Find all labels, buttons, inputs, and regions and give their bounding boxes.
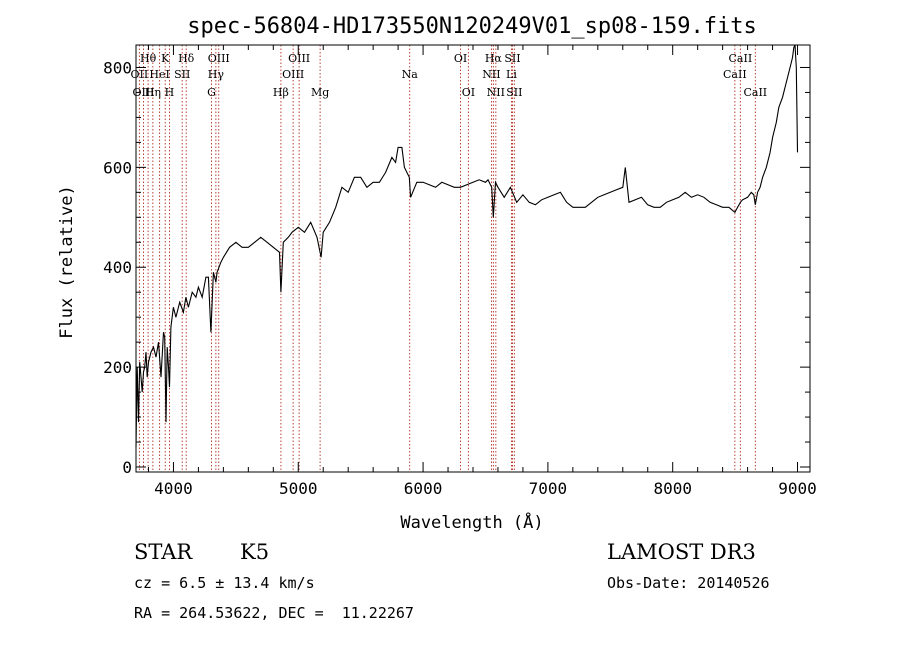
redshift-velocity: cz = 6.5 ± 13.4 km/s [134,574,315,592]
line-label-13: OIII [288,52,310,65]
line-label-9: OIII [208,52,230,65]
line-label-19: Hα [485,52,503,65]
line-label-10: Hγ [208,68,225,81]
y-tick-label-1: 200 [103,358,132,377]
plot-frame [135,44,811,473]
line-label-2: OIII [132,86,154,99]
y-axis-label: Flux (relative) [57,185,77,339]
x-tick-label-0: 4000 [154,479,193,498]
coordinates: RA = 264.53622, DEC = 11.22267 [134,604,414,622]
line-label-4: HeI [149,68,169,81]
observation-date: Obs-Date: 20140526 [607,574,770,592]
y-axis-ticks: 0 200 400 600 800 [103,58,810,477]
line-label-18: OI [462,86,475,99]
object-class: STAR [134,540,193,564]
line-label-17: OI [454,52,467,65]
line-label-23: Li [506,68,517,81]
chart-title: spec-56804-HD173550N120249V01_sp08-159.f… [187,14,757,39]
line-label-26: CaII [723,68,747,81]
line-label-20: NII [482,68,500,81]
line-label-27: CaII [743,86,767,99]
line-label-5: K [161,52,170,65]
y-tick-label-0: 0 [122,458,132,477]
line-label-25: CaII [729,52,753,65]
line-label-1: OII [131,68,149,81]
spectrum-line [135,44,799,448]
line-label-24: SII [506,86,522,99]
y-tick-label-3: 600 [103,158,132,177]
line-label-3: Hη [145,86,161,99]
x-tick-label-5: 9000 [778,479,817,498]
line-label-7: H [165,86,175,99]
line-label-16: Na [402,68,419,81]
y-tick-label-4: 800 [103,58,132,77]
line-label-14: OIII [282,68,304,81]
line-label-11: G [207,86,216,99]
x-axis-label: Wavelength (Å) [400,511,543,533]
object-subclass: K5 [240,540,270,564]
x-tick-label-3: 7000 [529,479,568,498]
y-tick-label-2: 400 [103,258,132,277]
line-label-21: NII [487,86,505,99]
spectral-line-markers [138,45,756,472]
survey-name: LAMOST DR3 [607,540,756,564]
x-tick-label-2: 6000 [404,479,443,498]
x-axis-ticks: 4000 5000 6000 7000 8000 9000 [147,45,817,498]
line-label-15: Mg [311,86,329,99]
line-label-8: Hδ [178,52,195,65]
x-tick-label-4: 8000 [653,479,692,498]
line-label-12: Hβ [273,86,289,99]
line-label-6: SII [174,68,190,81]
line-label-0: Hθ [140,52,157,65]
line-label-22: SII [504,52,520,65]
x-tick-label-1: 5000 [279,479,318,498]
